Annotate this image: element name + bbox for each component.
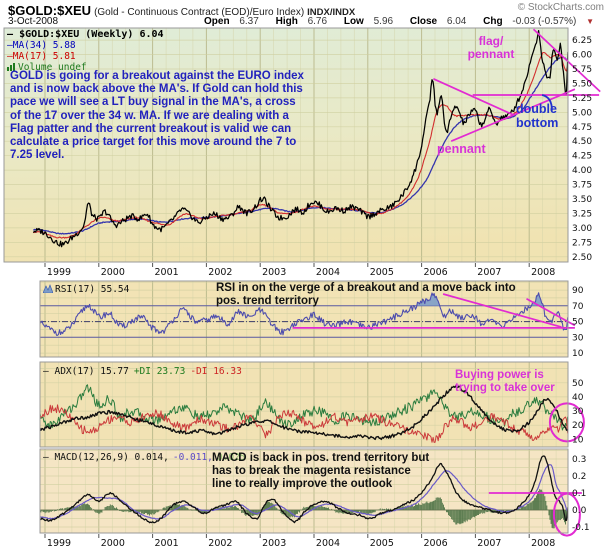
svg-text:4.00: 4.00 [572, 166, 592, 176]
svg-text:0.2: 0.2 [572, 472, 586, 482]
adx-legend-adx: — ADX(17) 15.77 [43, 366, 129, 377]
ohlc-quote: Open 6.37 High 6.76 Low 5.96 Close 6.04 … [190, 16, 594, 27]
svg-text:2003: 2003 [262, 267, 286, 278]
adx-legend-di-plus: +DI 23.73 [133, 366, 186, 377]
svg-text:10: 10 [572, 435, 584, 445]
ticker-symbol: $GOLD:$XEU [8, 3, 92, 18]
svg-text:2007: 2007 [477, 267, 501, 278]
svg-text:2001: 2001 [155, 538, 179, 549]
svg-text:2008: 2008 [531, 267, 555, 278]
svg-text:2000: 2000 [101, 538, 125, 549]
svg-text:50: 50 [572, 318, 584, 328]
svg-text:5.75: 5.75 [572, 65, 592, 75]
svg-text:3.75: 3.75 [572, 181, 592, 191]
svg-text:2005: 2005 [370, 267, 394, 278]
svg-text:30: 30 [572, 407, 584, 417]
svg-text:3.50: 3.50 [572, 195, 592, 205]
svg-text:10: 10 [572, 349, 584, 359]
svg-text:2001: 2001 [155, 267, 179, 278]
pennant-label: pennant [437, 142, 486, 156]
svg-text:2000: 2000 [101, 267, 125, 278]
macd-legend-hist: 0.025 [216, 452, 246, 463]
double-bottom-label: double bottom [516, 102, 559, 130]
svg-text:2007: 2007 [477, 538, 501, 549]
chart-header: $GOLD:$XEU (Gold - Continuous Contract (E… [8, 2, 596, 18]
exchange-label: INDX/INDX [307, 7, 356, 18]
ticker-description: (Gold - Continuous Contract (EOD)/Euro I… [94, 7, 305, 18]
quote-low: Low 5.96 [343, 16, 394, 27]
svg-text:0.0: 0.0 [572, 506, 587, 516]
svg-text:20: 20 [572, 421, 584, 431]
rsi-annotation: RSI in on the verge of a breakout and a … [216, 282, 516, 307]
svg-text:4.25: 4.25 [572, 152, 592, 162]
quote-change: Chg -0.03 (-0.57%) ▼ [483, 16, 594, 27]
svg-text:90: 90 [572, 286, 584, 296]
svg-text:1999: 1999 [47, 538, 71, 549]
macd-legend: — MACD(12,26,9) 0.014, -0.011, 0.025 [43, 452, 246, 463]
svg-text:2004: 2004 [316, 538, 340, 549]
volume-bars-icon [7, 62, 16, 74]
main-annotation: GOLD is going for a breakout against the… [10, 70, 304, 162]
quote-date: 3-Oct-2008 [8, 16, 59, 27]
copyright: © StockCharts.com [517, 2, 604, 13]
svg-text:3.00: 3.00 [572, 224, 592, 234]
svg-text:0.1: 0.1 [572, 489, 586, 499]
svg-text:2008: 2008 [531, 538, 555, 549]
quote-high: High 6.76 [275, 16, 328, 27]
quote-close: Close 6.04 [409, 16, 467, 27]
price-legend: — $GOLD:$XEU (Weekly) 6.04 —MA(34) 5.88 … [7, 29, 164, 74]
macd-legend-signal: -0.011, [172, 452, 213, 463]
rsi-legend: RSI(17) 55.54 [42, 284, 129, 296]
adx-legend: — ADX(17) 15.77 +DI 23.73 -DI 16.33 [43, 366, 242, 377]
svg-text:70: 70 [572, 302, 584, 312]
price-legend-volume: Volume undef [7, 62, 164, 74]
price-legend-symbol: — $GOLD:$XEU (Weekly) 6.04 [7, 29, 164, 40]
svg-text:5.50: 5.50 [572, 80, 592, 90]
price-legend-ma17: —MA(17) 5.81 [7, 51, 76, 62]
svg-text:-0.1: -0.1 [572, 523, 590, 533]
area-chart-icon [42, 284, 54, 296]
svg-text:3.25: 3.25 [572, 210, 592, 220]
svg-text:2004: 2004 [316, 267, 340, 278]
svg-text:6.00: 6.00 [572, 51, 592, 61]
svg-text:30: 30 [572, 333, 584, 343]
svg-text:2003: 2003 [262, 538, 286, 549]
adx-legend-di-minus: -DI 16.33 [190, 366, 242, 377]
quote-row: 3-Oct-2008 Open 6.37 High 6.76 Low 5.96 … [8, 16, 596, 28]
price-legend-ma34: —MA(34) 5.88 [7, 40, 76, 51]
adx-annotation: Buying power is trying to take over [455, 369, 555, 394]
svg-text:2006: 2006 [424, 538, 448, 549]
svg-text:2006: 2006 [424, 267, 448, 278]
svg-text:2002: 2002 [208, 267, 232, 278]
macd-legend-macd: — MACD(12,26,9) 0.014, [43, 452, 169, 463]
svg-text:2005: 2005 [370, 538, 394, 549]
quote-open: Open 6.37 [204, 16, 259, 27]
down-arrow-icon: ▼ [586, 17, 594, 26]
svg-text:1999: 1999 [47, 267, 71, 278]
svg-text:6.25: 6.25 [572, 36, 592, 46]
svg-text:50: 50 [572, 379, 584, 389]
svg-text:2002: 2002 [208, 538, 232, 549]
svg-text:5.00: 5.00 [572, 108, 592, 118]
flag-pennant-label: flag/ pennant [467, 34, 515, 61]
svg-text:4.75: 4.75 [572, 123, 592, 133]
svg-text:4.50: 4.50 [572, 137, 592, 147]
svg-text:2.50: 2.50 [572, 253, 592, 263]
macd-annotation: MACD is back in pos. trend territory but… [212, 452, 430, 490]
svg-text:5.25: 5.25 [572, 94, 592, 104]
svg-text:40: 40 [572, 393, 584, 403]
svg-text:2.75: 2.75 [572, 238, 592, 248]
svg-text:0.3: 0.3 [572, 455, 586, 465]
